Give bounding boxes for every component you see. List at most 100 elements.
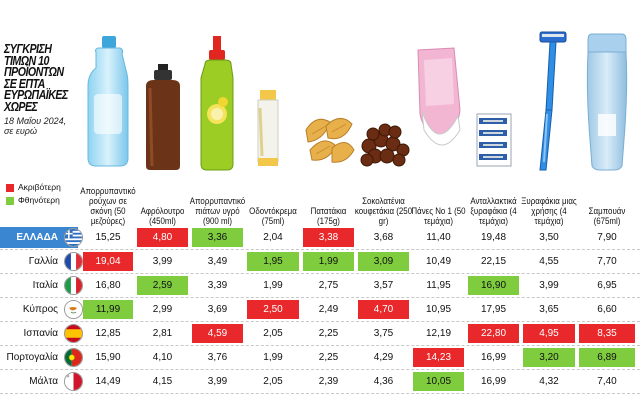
price-cell: 3,36 bbox=[192, 228, 243, 247]
product-label: Απορρυπαντικό πιάτων υγρό (900 ml) bbox=[189, 196, 246, 226]
price-cell: 14,49 bbox=[95, 376, 121, 387]
detergent-bottle-icon bbox=[82, 30, 134, 172]
product-label: Σαμπουάν (675ml) bbox=[588, 206, 626, 226]
potato-chips-icon bbox=[302, 30, 355, 172]
legend-item-cheaper: Φθηνότερη bbox=[6, 194, 61, 207]
price-cell: 11,95 bbox=[426, 280, 451, 291]
price-cell: 4,15 bbox=[152, 376, 173, 387]
price-cell: 11,99 bbox=[83, 300, 133, 319]
country-label: Ισπανία bbox=[23, 328, 59, 339]
price-cell: 3,99 bbox=[207, 376, 228, 387]
country-label: Γαλλία bbox=[28, 256, 58, 267]
product-label: Σοκολατένια κουφετάκια (250 gr) bbox=[354, 196, 413, 226]
product-label: Αφρόλουτρο (450ml) bbox=[140, 206, 185, 226]
price-cell: 4,59 bbox=[192, 324, 243, 343]
product-label: Ανταλλακτικά ξυραφάκια (4 τεμάχια) bbox=[470, 196, 517, 226]
country-label: Μάλτα bbox=[29, 376, 58, 387]
price-cell: 2,81 bbox=[152, 328, 173, 339]
price-cell: 6,89 bbox=[579, 348, 635, 367]
price-cell: 2,05 bbox=[263, 328, 283, 339]
price-cell: 7,70 bbox=[597, 256, 617, 267]
price-cell: 12,19 bbox=[425, 328, 452, 339]
flag-icon bbox=[64, 228, 83, 247]
product-column: Πάνες Νο 1 (50 τεμάχια) bbox=[411, 0, 466, 228]
shower-gel-bottle-icon bbox=[136, 30, 189, 172]
price-cell: 4,10 bbox=[152, 352, 173, 363]
country-label: Πορτογαλία bbox=[6, 352, 58, 363]
dish-soap-bottle-icon bbox=[191, 30, 244, 172]
chocolate-candies-icon bbox=[357, 30, 410, 172]
table-row: ΕΛΛΑΔΑ 15,25 4,80 3,36 2,04 3,38 3,68 11,40 19,4… bbox=[0, 226, 640, 250]
price-cell: 22,80 bbox=[468, 324, 519, 343]
product-label: Πατατάκια (175g) bbox=[310, 206, 347, 226]
legend-swatch-cheaper bbox=[6, 196, 14, 205]
flag-icon bbox=[64, 252, 83, 271]
diapers-pack-icon bbox=[412, 30, 465, 172]
price-cell: 15,25 bbox=[95, 232, 121, 243]
legend-label-expensive: Ακριβότερη bbox=[18, 182, 61, 192]
price-cell: 10,49 bbox=[425, 256, 452, 267]
price-cell: 3,76 bbox=[207, 352, 228, 363]
price-cell: 7,40 bbox=[597, 376, 617, 387]
price-cell: 3,20 bbox=[523, 348, 575, 367]
product-column: Σαμπουάν (675ml) bbox=[578, 0, 636, 228]
price-cell: 11,40 bbox=[426, 232, 451, 243]
flag-icon bbox=[64, 300, 83, 319]
row-separator bbox=[0, 393, 640, 394]
price-cell: 3,75 bbox=[373, 328, 394, 339]
table-row: Ισπανία 12,85 2,81 4,59 2,05 2,25 3,75 12,19 22,… bbox=[0, 322, 640, 346]
price-cell: 2,05 bbox=[263, 376, 283, 387]
price-cell: 16,99 bbox=[480, 376, 507, 387]
product-column: Αφρόλουτρο (450ml) bbox=[136, 0, 189, 228]
legend-item-expensive: Ακριβότερη bbox=[6, 181, 61, 194]
price-cell: 6,95 bbox=[597, 280, 617, 291]
price-cell: 4,95 bbox=[523, 324, 575, 343]
price-cell: 10,95 bbox=[425, 304, 452, 315]
row-separator bbox=[0, 321, 640, 322]
table-row: Πορτογαλία 15,90 4,10 3,76 1,99 2,25 4,29 14,23… bbox=[0, 346, 640, 370]
price-cell: 16,90 bbox=[468, 276, 519, 295]
table-row: Κύπρος 11,99 2,99 3,69 2,50 2,49 4,70 10,95 17,9… bbox=[0, 298, 640, 322]
price-cell: 22,15 bbox=[480, 256, 507, 267]
price-cell: 16,99 bbox=[480, 352, 507, 363]
price-cell: 2,25 bbox=[318, 328, 339, 339]
flag-icon bbox=[64, 276, 83, 295]
table-row: Μάλτα 14,49 4,15 3,99 2,05 2,39 4,36 10,05 16,99… bbox=[0, 370, 640, 394]
price-cell: 4,36 bbox=[373, 376, 394, 387]
row-separator bbox=[0, 273, 640, 274]
price-cell: 19,04 bbox=[83, 252, 133, 271]
shampoo-bottle-icon bbox=[578, 30, 636, 172]
price-cell: 3,57 bbox=[373, 280, 394, 291]
price-cell: 2,39 bbox=[318, 376, 339, 387]
price-cell: 15,90 bbox=[95, 352, 121, 363]
country-label: Κύπρος bbox=[22, 304, 58, 315]
product-label: Ξυραφάκια μιας χρήσης (4 τεμάχια) bbox=[521, 196, 577, 226]
product-label: Απορρυπαντικό ρούχων σε σκόνη (50 μεζούρ… bbox=[80, 186, 136, 226]
chart-title: ΣΥΓΚΡΙΣΗ ΤΙΜΩΝ 10 ΠΡΟΪΟΝΤΩΝ ΣΕ ΕΠΤΑ ΕΥΡΩ… bbox=[4, 42, 68, 114]
product-column: Ξυραφάκια μιας χρήσης (4 τεμάχια) bbox=[521, 0, 577, 228]
row-separator bbox=[0, 249, 640, 250]
price-cell: 2,99 bbox=[152, 304, 173, 315]
price-cell: 2,04 bbox=[263, 232, 283, 243]
price-cell: 3,99 bbox=[539, 280, 559, 291]
price-cell: 4,70 bbox=[358, 300, 409, 319]
price-cell: 3,39 bbox=[207, 280, 228, 291]
price-cell: 3,50 bbox=[539, 232, 559, 243]
price-cell: 2,75 bbox=[318, 280, 339, 291]
price-cell: 1,95 bbox=[247, 252, 299, 271]
price-cell: 7,90 bbox=[597, 232, 617, 243]
product-column: Σοκολατένια κουφετάκια (250 gr) bbox=[354, 0, 413, 228]
price-cell: 2,49 bbox=[318, 304, 339, 315]
price-cell: 2,50 bbox=[247, 300, 299, 319]
country-label: Ιταλία bbox=[32, 280, 58, 291]
products-header: Απορρυπαντικό ρούχων σε σκόνη (50 μεζούρ… bbox=[80, 0, 636, 228]
price-cell: 19,48 bbox=[480, 232, 507, 243]
row-separator bbox=[0, 297, 640, 298]
price-cell: 3,49 bbox=[207, 256, 228, 267]
flag-icon bbox=[64, 324, 83, 343]
product-label: Οδοντόκρεμα (75ml) bbox=[249, 206, 297, 226]
row-separator bbox=[0, 369, 640, 370]
price-cell: 3,38 bbox=[303, 228, 354, 247]
table-row: Γαλλία 19,04 3,99 3,49 1,95 1,99 3,09 10,49 22,1… bbox=[0, 250, 640, 274]
product-column: Απορρυπαντικό πιάτων υγρό (900 ml) bbox=[189, 0, 246, 228]
